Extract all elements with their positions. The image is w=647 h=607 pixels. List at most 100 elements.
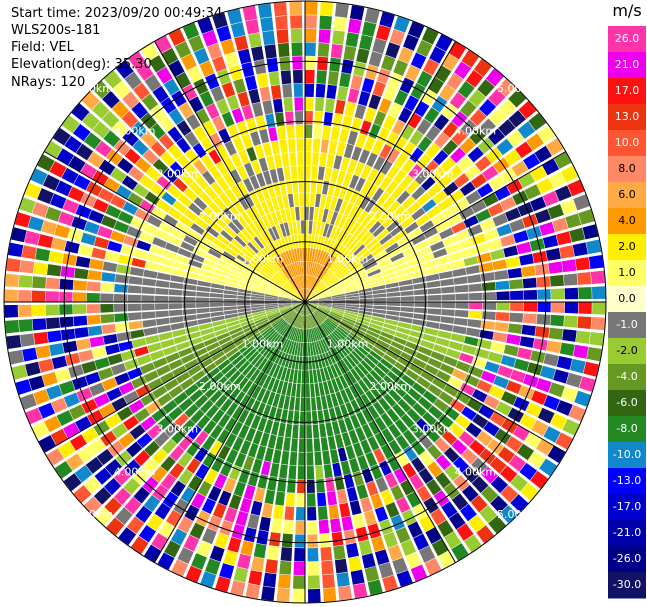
range-gate	[294, 302, 305, 311]
range-gate	[285, 180, 293, 194]
range-gate	[448, 422, 465, 438]
range-gate	[314, 383, 320, 397]
range-gate	[227, 537, 242, 553]
range-gate	[425, 321, 440, 329]
range-gate	[195, 510, 211, 527]
range-gate	[306, 397, 311, 411]
range-gate	[326, 209, 334, 224]
range-gate	[578, 209, 595, 225]
range-gate	[91, 247, 107, 260]
range-gate	[339, 272, 352, 282]
range-gate	[128, 276, 143, 285]
range-gate	[311, 342, 317, 356]
range-gate	[309, 370, 314, 384]
range-gate	[248, 262, 261, 273]
range-gate	[412, 357, 427, 369]
range-gate	[542, 190, 559, 207]
range-gate	[305, 28, 317, 43]
range-gate	[399, 312, 414, 318]
range-gate	[143, 370, 159, 383]
range-gate	[426, 314, 441, 322]
range-gate	[165, 509, 182, 527]
range-gate	[285, 311, 296, 321]
range-gate	[394, 153, 408, 169]
range-gate	[305, 383, 310, 398]
range-gate	[114, 313, 129, 322]
range-gate	[588, 254, 604, 269]
range-gate	[374, 343, 388, 354]
range-gate	[364, 333, 378, 343]
range-gate	[258, 322, 271, 332]
range-gate	[198, 322, 213, 331]
range-gate	[200, 399, 214, 414]
range-gate	[95, 140, 112, 158]
range-gate	[272, 318, 284, 328]
colorbar-swatch	[608, 494, 646, 521]
range-gate	[227, 273, 241, 281]
range-gate	[31, 290, 46, 302]
range-gate	[288, 221, 294, 236]
range-gate	[294, 397, 300, 411]
range-gate	[139, 231, 155, 244]
range-gate	[416, 70, 433, 88]
range-gate	[329, 258, 339, 270]
range-gate	[312, 313, 321, 325]
range-gate	[275, 436, 284, 451]
range-gate	[469, 302, 483, 310]
range-gate	[204, 385, 218, 399]
range-gate	[449, 92, 467, 109]
range-gate	[177, 154, 192, 170]
range-gate	[296, 302, 305, 313]
range-gate	[487, 438, 504, 455]
range-gate	[310, 383, 315, 398]
range-gate	[314, 111, 323, 125]
range-gate	[358, 149, 371, 164]
range-gate	[294, 97, 303, 111]
range-gate	[65, 352, 81, 366]
range-gate	[420, 370, 435, 383]
range-gate	[444, 406, 460, 421]
range-gate	[142, 319, 157, 328]
range-gate	[360, 360, 373, 373]
range-gate	[455, 293, 469, 301]
range-gate	[295, 292, 305, 302]
range-gate	[93, 487, 112, 505]
range-gate	[470, 199, 487, 214]
range-gate	[329, 225, 338, 240]
range-gate	[194, 394, 209, 409]
range-gate	[62, 253, 77, 266]
range-gate	[144, 261, 160, 271]
range-gate	[331, 309, 345, 315]
range-gate	[241, 133, 253, 149]
range-gate	[257, 217, 267, 231]
range-gate	[176, 137, 191, 154]
range-gate	[182, 308, 197, 315]
range-gate	[269, 168, 279, 184]
range-gate	[518, 385, 535, 400]
range-gate	[63, 473, 82, 492]
range-gate	[180, 241, 195, 252]
range-gate	[102, 90, 120, 109]
range-gate	[264, 298, 278, 301]
range-gate	[87, 314, 101, 325]
range-gate	[61, 167, 79, 184]
range-gate	[411, 207, 426, 221]
range-gate	[224, 433, 237, 448]
range-gate	[372, 309, 387, 314]
range-gate	[376, 339, 390, 349]
range-gate	[296, 479, 305, 494]
range-gate	[305, 247, 308, 261]
range-gate	[559, 342, 575, 356]
colorbar-tick-label: 6.0	[618, 188, 636, 201]
range-gate	[234, 452, 247, 468]
range-gate	[316, 180, 323, 194]
range-gate	[315, 326, 322, 340]
colorbar-tick-label: 0.0	[618, 292, 636, 305]
range-gate	[229, 465, 242, 481]
range-gate	[305, 97, 314, 111]
range-gate	[240, 278, 254, 286]
range-gate	[266, 310, 280, 317]
range-gate	[241, 322, 256, 330]
range-gate	[283, 519, 294, 534]
